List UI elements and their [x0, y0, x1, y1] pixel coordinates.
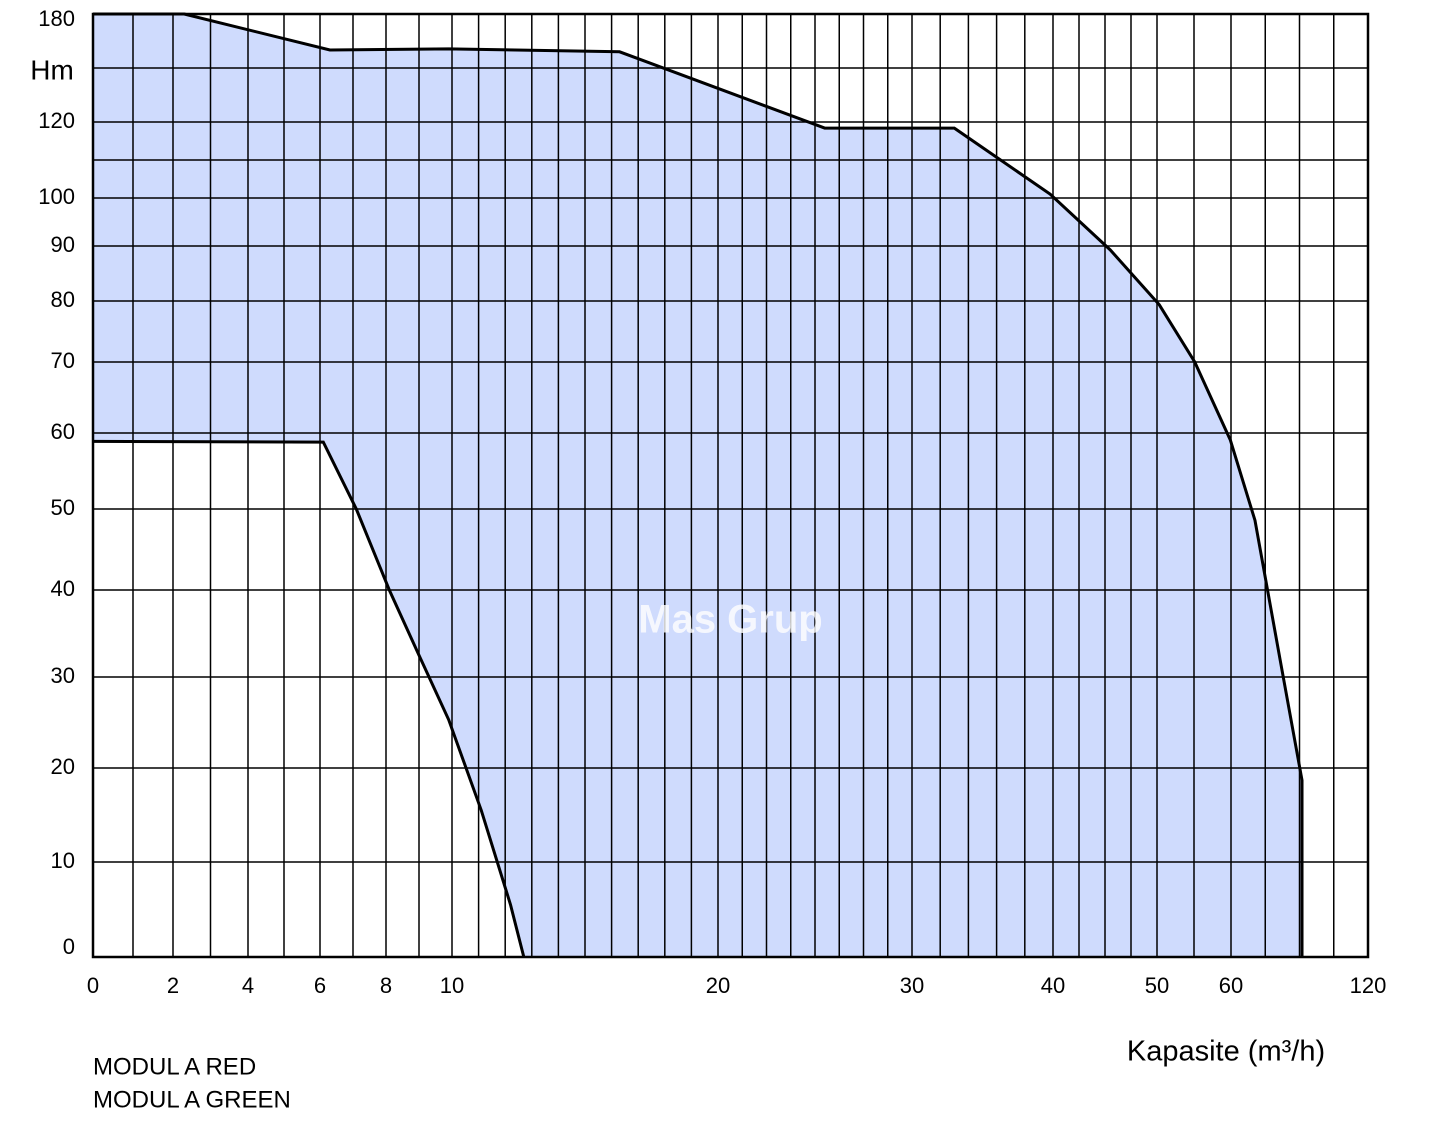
y-tick-label: 80: [51, 287, 75, 312]
y-tick-label: 30: [51, 663, 75, 688]
y-tick-label: 90: [51, 232, 75, 257]
x-axis-label: Kapasite (m³/h): [1127, 1036, 1325, 1068]
y-tick-label: 10: [51, 848, 75, 873]
x-tick-label: 4: [242, 973, 254, 998]
x-tick-label: 60: [1219, 973, 1243, 998]
y-tick-label: 120: [38, 108, 75, 133]
boundary-line: [92, 439, 526, 958]
y-tick-label: 50: [51, 495, 75, 520]
x-tick-label: 0: [87, 973, 99, 998]
boundary-line: [93, 12, 1304, 957]
x-tick-label: 2: [167, 973, 179, 998]
y-tick-label: 60: [51, 419, 75, 444]
y-tick-label: 40: [51, 576, 75, 601]
y-axis-label: Hm: [30, 54, 74, 85]
watermark: Mas Grup: [638, 598, 822, 642]
y-tick-label: 70: [51, 348, 75, 373]
y-tick-label: 0: [63, 934, 75, 959]
legend-text: MODUL A GREEN: [93, 1086, 291, 1113]
x-tick-label: 6: [314, 973, 326, 998]
x-tick-label: 20: [706, 973, 730, 998]
x-tick-label: 8: [380, 973, 392, 998]
envelope-fill: [93, 14, 1303, 957]
x-tick-label: 120: [1350, 973, 1387, 998]
x-tick-label: 30: [900, 973, 924, 998]
y-tick-label: 100: [38, 184, 75, 209]
x-tick-label: 10: [440, 973, 464, 998]
x-tick-label: 40: [1041, 973, 1065, 998]
plot-frame: [91, 12, 1370, 959]
legend-text: MODUL A RED: [93, 1053, 256, 1080]
y-tick-label: 20: [51, 754, 75, 779]
y-tick-label: 180: [38, 6, 75, 31]
x-tick-label: 50: [1145, 973, 1169, 998]
